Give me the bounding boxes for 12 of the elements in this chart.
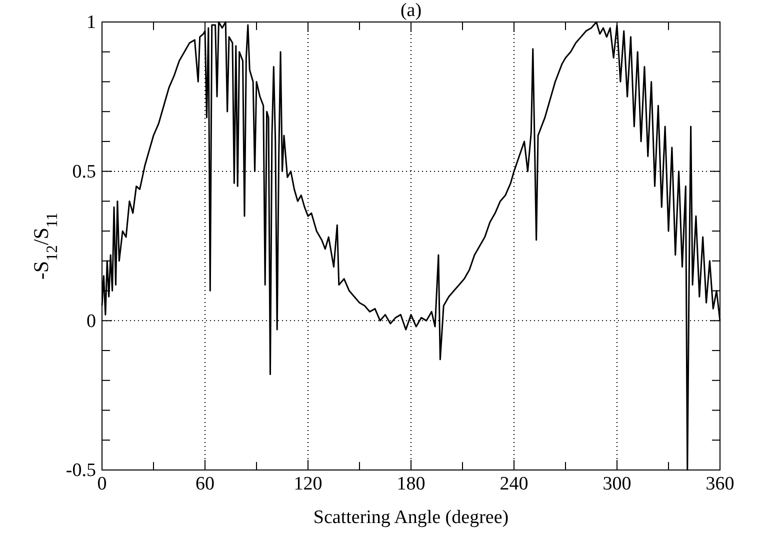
- x-tick-label: 120: [294, 473, 322, 494]
- x-tick-label: 60: [196, 473, 214, 494]
- x-tick-label: 300: [602, 473, 632, 494]
- x-tick-label: 180: [396, 473, 426, 494]
- x-axis-title: Scattering Angle (degree): [313, 507, 509, 528]
- y-tick-label: 0: [86, 310, 96, 332]
- x-tick-label: 360: [706, 473, 734, 494]
- chart-title: (a): [400, 0, 422, 21]
- x-tick-label: 240: [500, 473, 528, 494]
- y-tick-label: -0.5: [66, 460, 96, 482]
- y-tick-label: 1: [86, 12, 96, 34]
- y-tick-label: 0.5: [72, 161, 96, 182]
